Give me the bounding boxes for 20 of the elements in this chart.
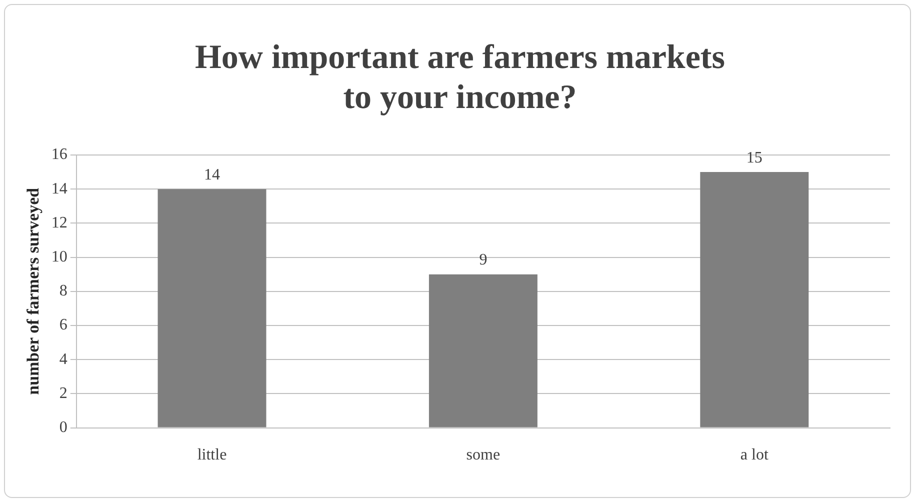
data-label: 9 — [479, 252, 488, 269]
bar — [428, 274, 538, 428]
x-tick-label: little — [197, 446, 227, 464]
bar — [158, 189, 266, 428]
y-tick-label: 14 — [51, 180, 68, 198]
bar — [700, 172, 809, 428]
y-tick-label: 6 — [59, 316, 68, 334]
y-axis-title: number of farmers surveyed — [24, 187, 43, 395]
x-tick-label: a lot — [740, 446, 769, 464]
y-tick-label: 10 — [51, 248, 68, 266]
data-label: 15 — [746, 149, 762, 166]
y-tick-label: 8 — [59, 282, 68, 300]
y-tick-label: 0 — [59, 419, 68, 436]
y-tick-label: 2 — [59, 384, 68, 402]
x-tick-label: some — [466, 446, 500, 464]
y-tick-label: 16 — [51, 146, 68, 164]
chart-title: How important are farmers markets to your income? — [194, 38, 726, 118]
data-label: 14 — [204, 166, 220, 184]
y-tick-label: 4 — [59, 350, 68, 368]
y-tick-label: 12 — [51, 214, 68, 232]
